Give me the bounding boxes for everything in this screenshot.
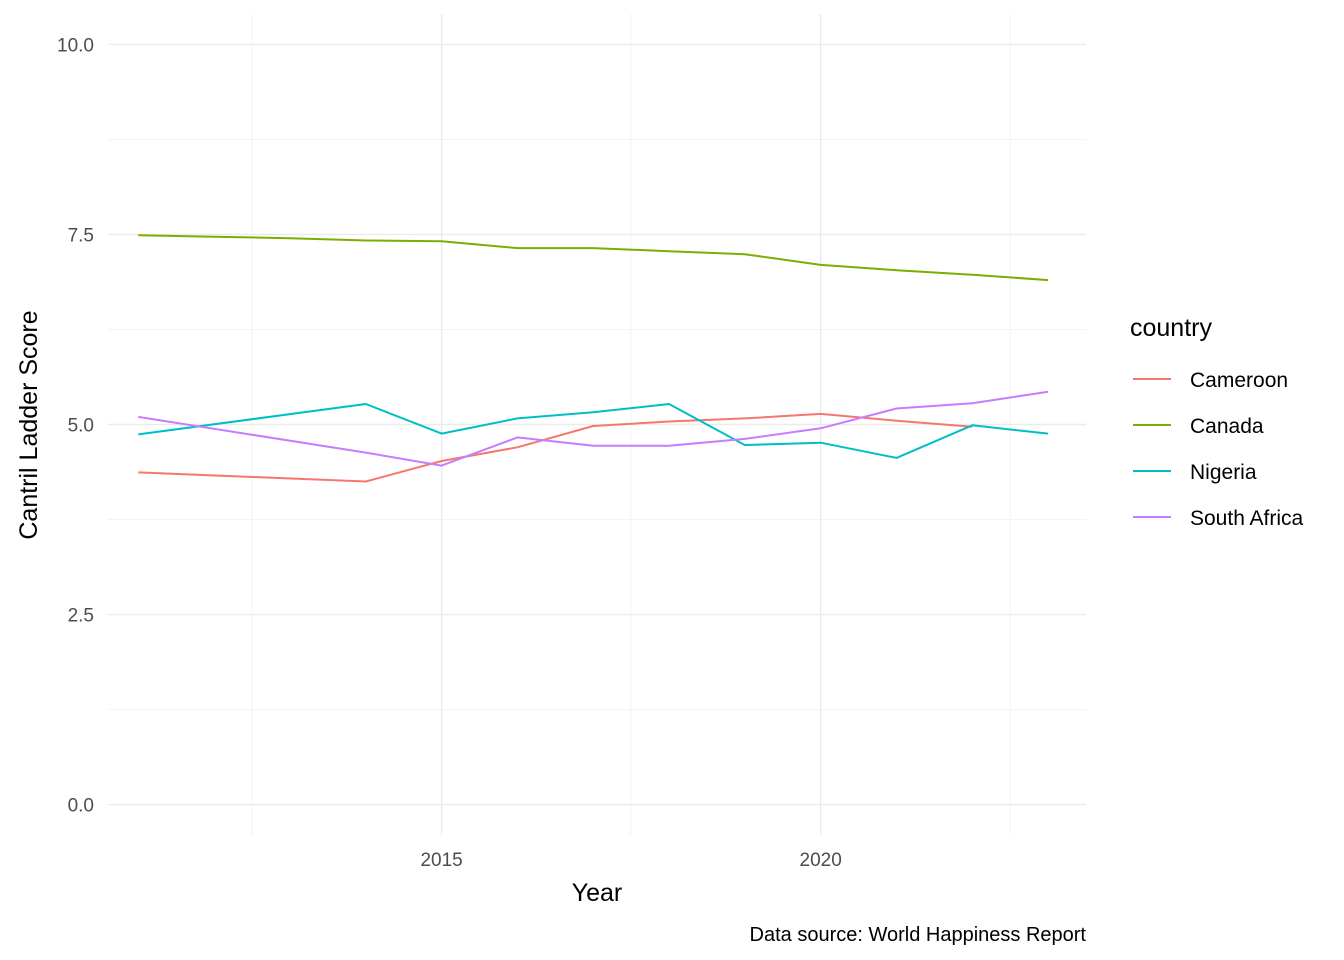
caption: Data source: World Happiness Report	[750, 924, 1087, 946]
legend-label-canada: Canada	[1190, 415, 1264, 438]
x-axis-ticks: 2015 2020	[420, 850, 841, 871]
x-tick-label: 2015	[420, 850, 462, 871]
series-line-cameroon	[138, 412, 973, 483]
y-axis-title: Cantril Ladder Score	[15, 310, 43, 539]
y-tick-label: 10.0	[57, 35, 94, 56]
legend-label-nigeria: Nigeria	[1190, 461, 1257, 484]
series-lines	[138, 234, 1049, 483]
legend-label-south-africa: South Africa	[1190, 507, 1304, 530]
y-tick-label: 2.5	[68, 606, 94, 627]
major-gridlines	[108, 14, 1086, 835]
legend-label-cameroon: Cameroon	[1190, 369, 1288, 392]
series-line-nigeria	[138, 403, 1049, 459]
x-tick-label: 2020	[800, 850, 842, 871]
y-tick-label: 7.5	[68, 225, 94, 246]
legend: country Cameroon Canada Nigeria South Afric…	[1130, 314, 1304, 530]
series-line-canada	[138, 234, 1049, 282]
y-tick-label: 0.0	[68, 796, 94, 817]
y-axis-ticks: 0.0 2.5 5.0 7.5 10.0	[57, 35, 94, 816]
y-tick-label: 5.0	[68, 416, 94, 437]
x-axis-title: Year	[572, 879, 623, 907]
legend-title: country	[1130, 314, 1212, 342]
series-line-south-africa	[138, 390, 1049, 467]
